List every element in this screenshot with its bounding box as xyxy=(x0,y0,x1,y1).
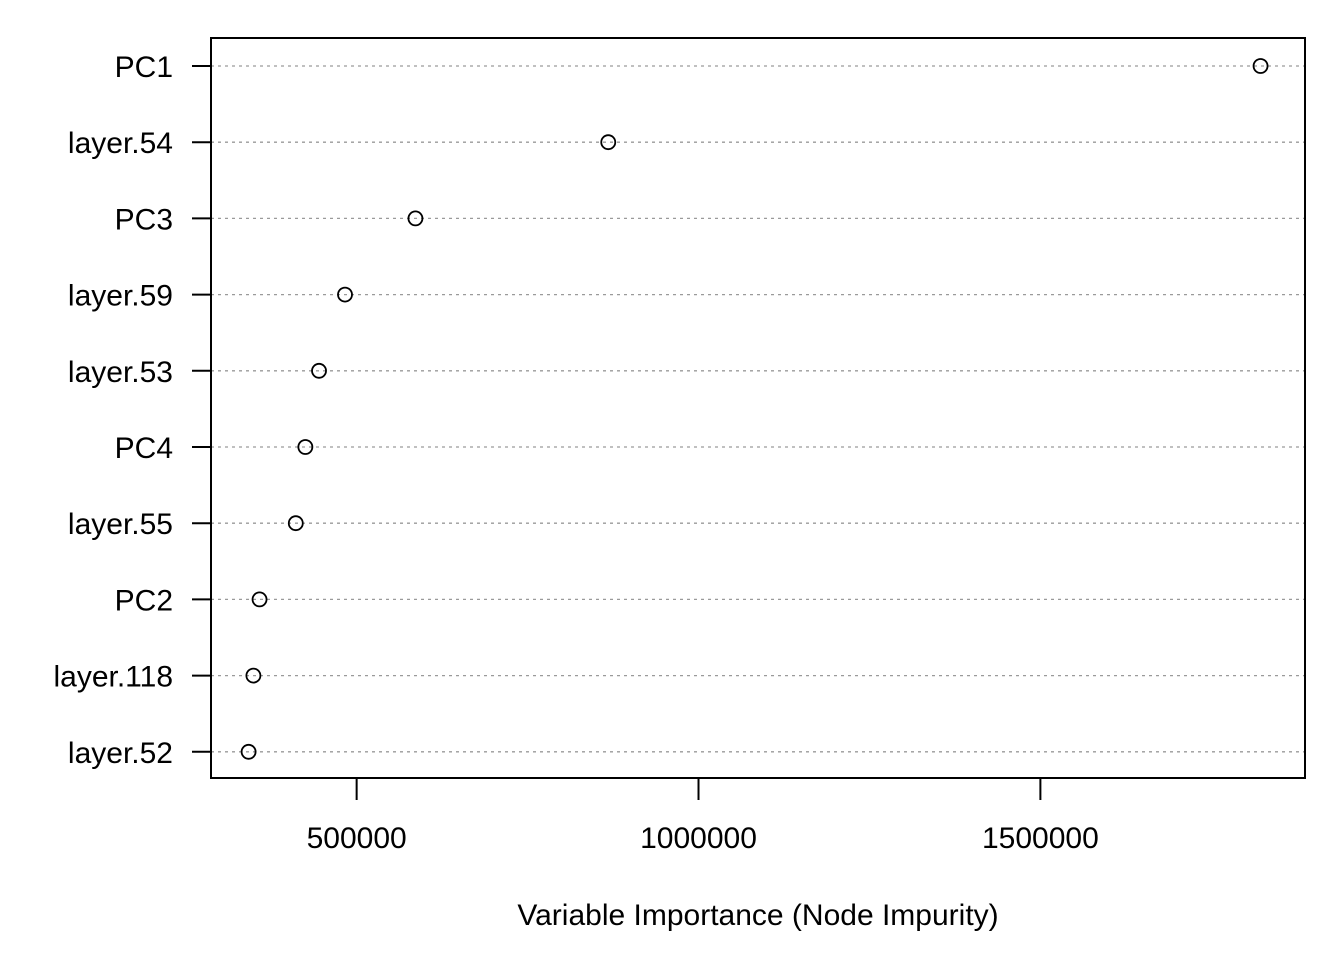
y-tick-label: PC3 xyxy=(115,203,173,236)
y-tick-label: layer.54 xyxy=(68,127,173,160)
gridlines xyxy=(211,65,1305,753)
y-tick-label: layer.53 xyxy=(68,356,173,389)
data-point-layer.55 xyxy=(287,515,304,532)
data-point-PC1 xyxy=(1252,58,1269,74)
data-points xyxy=(240,58,1269,760)
plot-frame xyxy=(210,37,1306,779)
data-point-layer.52 xyxy=(240,743,257,760)
data-point-PC4 xyxy=(297,439,314,455)
y-tick-label: PC4 xyxy=(115,432,173,465)
y-tick-label: layer.52 xyxy=(68,737,173,770)
x-tick-label: 1500000 xyxy=(982,822,1099,855)
y-tick-label: layer.118 xyxy=(53,661,173,694)
y-tick-label: layer.59 xyxy=(68,280,173,313)
data-point-layer.118 xyxy=(245,667,262,684)
data-point-layer.59 xyxy=(337,286,353,303)
y-tick-label: PC1 xyxy=(115,51,173,84)
x-tick-label: 1000000 xyxy=(640,822,757,855)
x-axis: 500000 1000000 1500000 xyxy=(307,777,1099,855)
x-tick-label: 500000 xyxy=(307,822,407,855)
x-axis-label: Variable Importance (Node Impurity) xyxy=(517,899,998,932)
data-point-PC3 xyxy=(407,210,424,227)
data-point-layer.54 xyxy=(600,134,617,151)
y-tick-label: layer.55 xyxy=(68,508,173,541)
y-axis: PC1 layer.54 PC3 layer.59 layer.53 PC4 layer.5… xyxy=(53,51,211,770)
data-point-PC2 xyxy=(251,591,268,608)
y-tick-label: PC2 xyxy=(115,584,173,617)
data-point-layer.53 xyxy=(311,362,327,379)
